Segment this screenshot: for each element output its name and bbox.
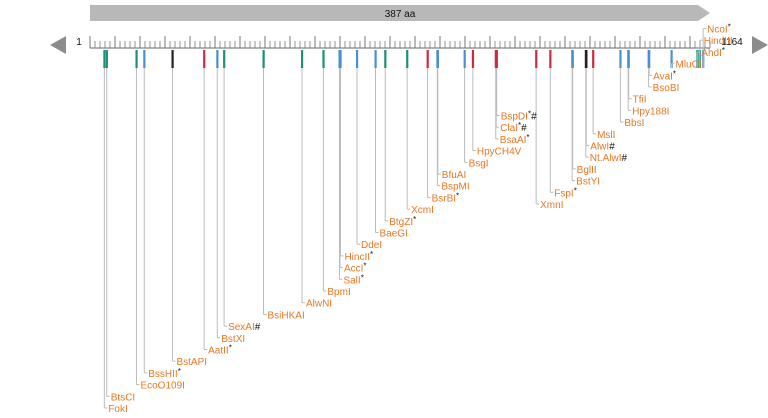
- site-label-ddei[interactable]: DdeI: [361, 240, 382, 251]
- site-label-sali[interactable]: SalI*: [343, 273, 363, 286]
- site-label-hpy188i[interactable]: Hpy188I: [632, 106, 669, 117]
- site-marker-bspdi[interactable]: [495, 50, 498, 68]
- site-label-bspmi[interactable]: BspMI: [441, 182, 469, 193]
- site-marker-bstapi[interactable]: [171, 50, 174, 68]
- site-label-bpmi[interactable]: BpmI: [327, 287, 350, 298]
- site-label-ncoi[interactable]: NcoI*: [707, 23, 731, 36]
- site-label-ahdi[interactable]: AhdI*: [701, 46, 725, 59]
- site-label-bsaai[interactable]: BsaAI*: [500, 133, 530, 146]
- site-label-fspi[interactable]: FspI*: [554, 186, 577, 199]
- site-label-xmni[interactable]: XmnI: [540, 200, 563, 211]
- site-marker-sexai[interactable]: [223, 50, 226, 68]
- site-marker-bsrbi[interactable]: [426, 50, 429, 68]
- site-marker-bsshii[interactable]: [143, 50, 146, 68]
- sequence-end-label: 1164: [721, 37, 743, 48]
- site-label-sexai[interactable]: SexAI#: [228, 322, 261, 333]
- site-marker-hpych4v[interactable]: [471, 50, 475, 68]
- site-marker-alwi[interactable]: [585, 50, 588, 68]
- site-marker-tfii[interactable]: [627, 50, 630, 68]
- site-marker-baegi[interactable]: [374, 50, 377, 68]
- site-label-bstapi[interactable]: BstAPI: [176, 357, 207, 368]
- site-label-acci[interactable]: AccI*: [344, 262, 367, 275]
- site-label-bsshii[interactable]: BssHII*: [148, 367, 181, 380]
- site-label-baegi[interactable]: BaeGI: [379, 229, 407, 240]
- site-label-aatii[interactable]: AatII*: [208, 344, 232, 357]
- site-label-bstyi[interactable]: BstYI: [576, 177, 600, 188]
- site-label-bsobi[interactable]: BsoBI: [653, 83, 680, 94]
- site-marker-avai[interactable]: [648, 50, 651, 68]
- site-label-bsrbi[interactable]: BsrBI*: [432, 191, 460, 204]
- site-marker-xcmi[interactable]: [406, 50, 409, 68]
- site-label-clai[interactable]: ClaI*#: [500, 121, 527, 134]
- site-marker-btgzi[interactable]: [384, 50, 387, 68]
- site-marker-bpmi[interactable]: [322, 50, 325, 68]
- site-marker-fspi[interactable]: [549, 50, 552, 68]
- site-marker-mluci[interactable]: [670, 50, 673, 68]
- site-label-mluci[interactable]: MluCI: [675, 60, 701, 71]
- site-label-alwni[interactable]: AlwNI: [306, 299, 332, 310]
- site-label-foki[interactable]: FokI: [108, 404, 127, 415]
- site-marker-bglii[interactable]: [571, 50, 574, 68]
- site-marker-foki[interactable]: [103, 50, 106, 68]
- site-marker-aatii[interactable]: [203, 50, 206, 68]
- site-label-btgzi[interactable]: BtgZI*: [389, 215, 416, 228]
- site-label-bsihkai[interactable]: BsiHKAI: [268, 310, 305, 321]
- site-label-bstxi[interactable]: BstXI: [221, 334, 245, 345]
- site-marker-msli[interactable]: [592, 50, 595, 68]
- site-label-btsci[interactable]: BtsCI: [111, 392, 135, 403]
- protein-length-label: 387 aa: [385, 9, 416, 20]
- site-label-tfii[interactable]: TfiI: [633, 95, 647, 106]
- site-label-hindiii[interactable]: HindIII: [704, 36, 733, 47]
- site-label-bbsi[interactable]: BbsI: [624, 118, 644, 129]
- site-marker-bsgi[interactable]: [463, 50, 466, 68]
- site-label-bspdi[interactable]: BspDI*#: [501, 110, 537, 123]
- site-markers: [103, 50, 705, 68]
- site-marker-alwni[interactable]: [300, 50, 304, 68]
- protein-bar[interactable]: [90, 5, 710, 21]
- site-marker-btsci[interactable]: [105, 50, 108, 68]
- site-label-hincii[interactable]: HincII*: [344, 250, 373, 263]
- site-label-xcmi[interactable]: XcmI: [411, 205, 434, 216]
- site-label-avai[interactable]: AvaI*: [653, 69, 676, 82]
- site-leaders: [103, 28, 707, 409]
- site-marker-bsihkai[interactable]: [262, 50, 265, 68]
- site-label-msli[interactable]: MslI: [597, 130, 615, 141]
- site-label-nt-alwi[interactable]: Nt.AlwI#: [590, 153, 628, 164]
- site-marker-bbsi[interactable]: [619, 50, 622, 68]
- site-label-ecoo109i[interactable]: EcoO109I: [140, 381, 184, 392]
- site-marker-bfuai[interactable]: [436, 50, 440, 68]
- sequence-ruler[interactable]: [89, 36, 711, 49]
- site-marker-xmni[interactable]: [535, 50, 538, 68]
- site-label-bfuai[interactable]: BfuAI: [442, 170, 466, 181]
- scroll-left-arrow-icon[interactable]: [50, 36, 66, 54]
- sequence-start-label: 1: [76, 37, 82, 48]
- site-label-bsgi[interactable]: BsgI: [469, 158, 489, 169]
- site-marker-ecoo109i[interactable]: [135, 50, 138, 68]
- site-label-alwi[interactable]: AlwI#: [590, 142, 615, 153]
- site-label-hpych4v[interactable]: HpyCH4V: [477, 147, 522, 158]
- site-marker-ddei[interactable]: [355, 50, 359, 68]
- site-marker-hincii[interactable]: [339, 50, 342, 68]
- scroll-right-arrow-icon[interactable]: [752, 36, 768, 54]
- site-label-bglii[interactable]: BglII: [577, 165, 597, 176]
- site-marker-bstxi[interactable]: [216, 50, 219, 68]
